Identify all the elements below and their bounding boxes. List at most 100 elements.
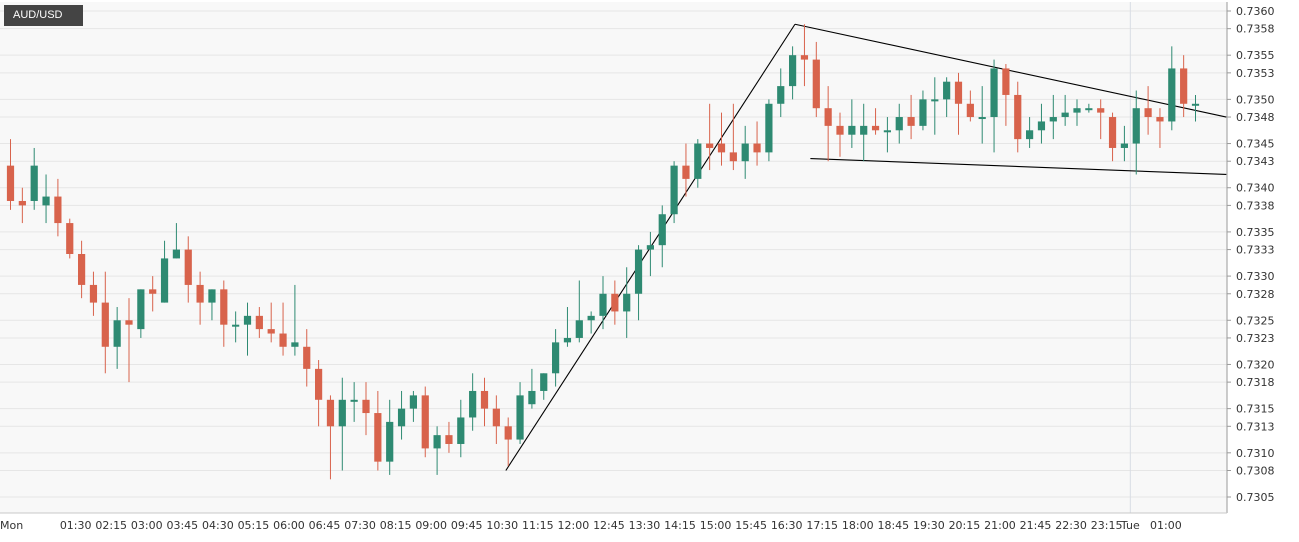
candle-body xyxy=(694,143,702,179)
candle-body xyxy=(315,368,323,400)
candle-body xyxy=(552,342,560,374)
candle-body xyxy=(232,324,240,327)
y-tick-label: 0.7320 xyxy=(1236,358,1275,371)
candle-down xyxy=(729,103,737,171)
candle-body xyxy=(208,289,216,303)
candle-down xyxy=(753,121,761,166)
candle-down xyxy=(101,271,109,374)
candle-body xyxy=(303,346,311,369)
candle-down xyxy=(279,302,287,356)
candle-down xyxy=(421,386,429,458)
candle-body xyxy=(623,293,631,312)
candle-up xyxy=(623,267,631,338)
y-tick-label: 0.7353 xyxy=(1236,67,1275,80)
candle-down xyxy=(445,421,453,453)
candle-up xyxy=(232,311,240,343)
candle-down xyxy=(1156,108,1164,148)
candle-body xyxy=(729,152,737,162)
x-tick-label: 17:15 xyxy=(806,519,838,532)
candle-body xyxy=(196,284,204,303)
candle-down xyxy=(66,218,74,259)
candle-up xyxy=(42,174,50,224)
y-tick-label: 0.7340 xyxy=(1236,182,1275,195)
candle-down xyxy=(492,395,500,444)
x-tick-label: 12:00 xyxy=(558,519,590,532)
candle-body xyxy=(125,320,133,325)
candle-up xyxy=(848,99,856,148)
candle-body xyxy=(789,55,797,87)
candle-body xyxy=(54,196,62,224)
y-tick-label: 0.7355 xyxy=(1236,49,1275,62)
candle-body xyxy=(350,399,358,402)
candle-up xyxy=(516,382,524,444)
candle-up xyxy=(978,86,986,144)
candle-body xyxy=(184,249,192,285)
x-tick-label: 09:45 xyxy=(451,519,483,532)
candle-body xyxy=(563,337,572,343)
candle-body xyxy=(836,125,844,135)
y-tick-label: 0.7350 xyxy=(1236,93,1275,106)
y-tick-label: 0.7343 xyxy=(1236,155,1275,168)
candle-body xyxy=(540,373,548,391)
trendline-pennant-support xyxy=(810,158,1227,176)
candle-up xyxy=(658,205,666,268)
x-tick-label: 21:00 xyxy=(984,519,1016,532)
candle-down xyxy=(125,298,133,383)
candle-down xyxy=(1144,86,1152,135)
candle-body xyxy=(919,99,927,126)
candle-up xyxy=(160,240,169,303)
candle-body xyxy=(1191,103,1200,106)
candle-down xyxy=(504,417,512,467)
x-tick-label: 06:45 xyxy=(309,519,341,532)
candle-down xyxy=(374,390,382,471)
y-tick-label: 0.7338 xyxy=(1236,199,1275,212)
x-tick-label: 12:45 xyxy=(593,519,625,532)
time-axis: Mon 01:30 02:15 03:00 03:45 04:30 05:15 06:00 06… xyxy=(0,519,1182,532)
candles xyxy=(6,24,1200,480)
candle-up xyxy=(552,329,560,387)
candle-body xyxy=(717,143,726,153)
candle-up xyxy=(243,302,252,356)
candle-body xyxy=(1073,108,1081,113)
candle-body xyxy=(267,329,275,334)
candle-body xyxy=(895,117,903,131)
y-tick-label: 0.7348 xyxy=(1236,111,1275,124)
candle-down xyxy=(362,382,370,436)
candle-body xyxy=(137,289,145,330)
candle-up xyxy=(599,276,607,330)
candle-body xyxy=(469,390,477,418)
x-tick-label: 01:00 xyxy=(1150,519,1182,532)
candle-body xyxy=(457,417,465,444)
candle-body xyxy=(1108,117,1117,148)
candle-down xyxy=(1014,81,1022,153)
candle-down xyxy=(871,108,880,135)
candle-body xyxy=(1061,112,1069,118)
candle-up xyxy=(137,289,145,338)
candle-down xyxy=(184,236,192,303)
candle-body xyxy=(871,125,880,131)
candle-body xyxy=(777,86,785,104)
candle-up xyxy=(765,99,773,162)
x-tick-label: 02:15 xyxy=(95,519,127,532)
candle-body xyxy=(18,200,26,206)
candle-up xyxy=(457,399,465,458)
candle-up xyxy=(1132,90,1140,175)
candle-up xyxy=(646,231,654,277)
candle-down xyxy=(717,112,726,166)
candle-body xyxy=(172,249,180,259)
x-tick-label: 22:30 xyxy=(1055,519,1087,532)
candle-up xyxy=(1168,46,1176,131)
candle-down xyxy=(6,139,15,210)
y-tick-label: 0.7323 xyxy=(1236,332,1275,345)
candle-down xyxy=(800,24,809,87)
x-tick-label: 15:00 xyxy=(700,519,732,532)
candle-up xyxy=(694,139,702,188)
candle-up xyxy=(883,117,891,153)
candle-body xyxy=(1180,68,1188,104)
candle-body xyxy=(42,196,50,206)
candle-body xyxy=(1097,108,1105,113)
candle-up xyxy=(172,223,180,259)
candle-body xyxy=(409,395,417,409)
price-axis: 0.7360 0.7358 0.7355 0.7353 0.7350 0.7348 0.73… xyxy=(1227,5,1275,504)
